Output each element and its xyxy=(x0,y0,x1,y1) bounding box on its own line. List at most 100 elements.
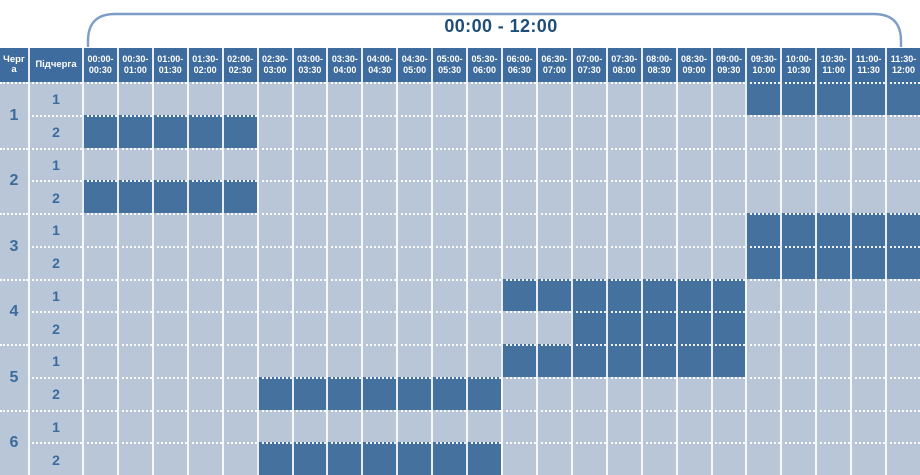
slot-cell xyxy=(570,409,606,443)
subqueue-label: 2 xyxy=(28,180,82,213)
slot-cell xyxy=(885,245,920,279)
slot-cell xyxy=(82,344,117,377)
slot-cell xyxy=(151,344,187,377)
slot-cell xyxy=(710,278,746,312)
time-header-cell: 08:00- 08:30 xyxy=(640,48,676,82)
slot-cell xyxy=(291,147,327,181)
time-header-cell: 04:30- 05:00 xyxy=(396,48,432,82)
slot-cell xyxy=(116,180,152,213)
slot-cell xyxy=(570,344,606,377)
slot-cell xyxy=(710,245,746,279)
slot-cell xyxy=(885,278,920,312)
subqueue-label: 2 xyxy=(28,311,82,344)
time-header-cell: 01:00- 01:30 xyxy=(151,48,187,82)
slot-cell xyxy=(640,344,676,377)
slot-cell xyxy=(151,278,187,312)
slot-cell xyxy=(780,409,816,443)
slot-cell xyxy=(745,213,781,246)
slot-cell xyxy=(466,82,501,115)
slot-cell xyxy=(361,82,397,115)
slot-cell xyxy=(151,245,187,279)
slot-cell xyxy=(675,344,711,377)
slot-cell xyxy=(535,180,571,213)
slot-cell xyxy=(431,344,467,377)
slot-cell xyxy=(291,213,327,246)
slot-cell xyxy=(256,344,292,377)
slot-cell xyxy=(535,245,571,279)
slot-cell xyxy=(151,82,187,115)
slot-cell xyxy=(815,82,851,115)
slot-cell xyxy=(570,245,606,279)
slot-cell xyxy=(186,245,222,279)
slot-cell xyxy=(745,376,781,410)
slot-cell xyxy=(675,114,711,148)
slot-cell xyxy=(710,180,746,213)
slot-cell xyxy=(186,376,222,410)
slot-cell xyxy=(605,344,641,377)
slot-cell xyxy=(640,180,676,213)
slot-cell xyxy=(605,442,641,475)
slot-cell xyxy=(291,442,327,475)
queue-column-header: Черга xyxy=(0,48,28,82)
slot-cell xyxy=(745,278,781,312)
time-header-cell: 07:00- 07:30 xyxy=(570,48,606,82)
slot-cell xyxy=(885,82,920,115)
slot-cell xyxy=(291,311,327,344)
slot-cell xyxy=(431,114,467,148)
slot-cell xyxy=(675,180,711,213)
slot-cell xyxy=(885,376,920,410)
slot-cell xyxy=(221,409,257,443)
slot-cell xyxy=(361,442,397,475)
slot-cell xyxy=(640,147,676,181)
slot-cell xyxy=(431,180,467,213)
slot-cell xyxy=(815,147,851,181)
queue-label: 5 xyxy=(0,344,28,410)
slot-cell xyxy=(396,114,432,148)
slot-cell xyxy=(501,376,536,410)
slot-cell xyxy=(815,409,851,443)
time-header-cell: 08:30- 09:00 xyxy=(675,48,711,82)
slot-cell xyxy=(221,376,257,410)
slot-cell xyxy=(256,147,292,181)
time-range-header: 00:00 - 12:00 xyxy=(0,0,920,48)
slot-cell xyxy=(780,278,816,312)
slot-cell xyxy=(221,344,257,377)
slot-cell xyxy=(466,147,501,181)
slot-cell xyxy=(466,442,501,475)
slot-cell xyxy=(535,147,571,181)
slot-cell xyxy=(710,213,746,246)
slot-cell xyxy=(82,376,117,410)
slot-cell xyxy=(431,311,467,344)
slot-cell xyxy=(675,278,711,312)
slot-cell xyxy=(850,180,886,213)
slot-cell xyxy=(675,245,711,279)
slot-cell xyxy=(431,82,467,115)
slot-cell xyxy=(116,82,152,115)
slot-cell xyxy=(640,114,676,148)
slot-cell xyxy=(780,344,816,377)
slot-cell xyxy=(396,147,432,181)
slot-cell xyxy=(466,409,501,443)
slot-cell xyxy=(501,311,536,344)
time-header-cell: 07:30- 08:00 xyxy=(605,48,641,82)
slot-cell xyxy=(82,147,117,181)
slot-cell xyxy=(116,442,152,475)
slot-cell xyxy=(291,245,327,279)
slot-cell xyxy=(291,344,327,377)
slot-cell xyxy=(116,344,152,377)
slot-cell xyxy=(535,442,571,475)
slot-cell xyxy=(675,311,711,344)
slot-cell xyxy=(361,245,397,279)
subqueue-column-header: Підчерга xyxy=(28,48,82,82)
slot-cell xyxy=(116,114,152,148)
slot-cell xyxy=(361,147,397,181)
slot-cell xyxy=(186,311,222,344)
slot-cell xyxy=(640,409,676,443)
slot-cell xyxy=(850,82,886,115)
slot-cell xyxy=(815,213,851,246)
slot-cell xyxy=(640,213,676,246)
time-header-cell: 10:00- 10:30 xyxy=(780,48,816,82)
slot-cell xyxy=(396,442,432,475)
slot-cell xyxy=(885,409,920,443)
time-header-cell: 11:00- 11:30 xyxy=(850,48,886,82)
